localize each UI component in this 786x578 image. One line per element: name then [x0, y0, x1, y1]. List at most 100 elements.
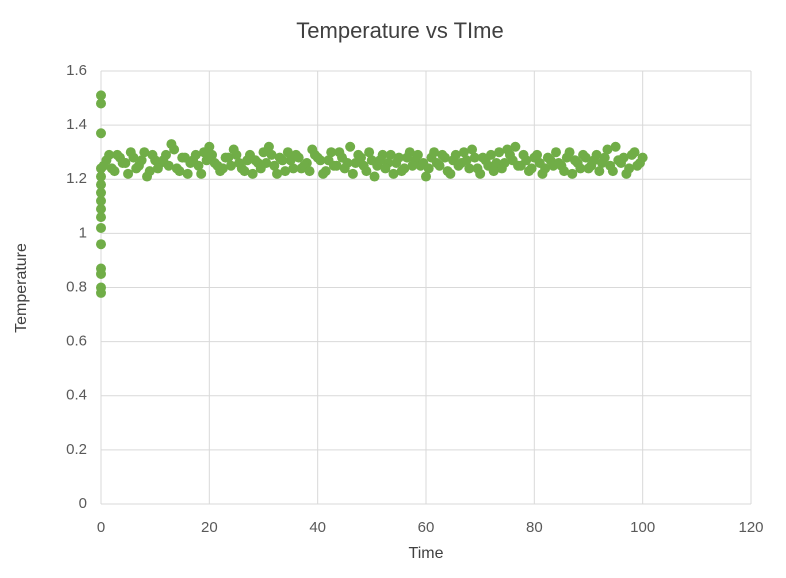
point	[423, 163, 434, 174]
point	[280, 166, 291, 177]
point	[331, 160, 342, 171]
point	[402, 152, 413, 163]
point	[109, 166, 120, 177]
point	[261, 158, 272, 169]
point	[634, 158, 645, 169]
point	[469, 152, 480, 163]
point	[96, 282, 106, 293]
point	[217, 163, 228, 174]
point	[226, 160, 236, 171]
point	[385, 149, 396, 160]
point	[494, 147, 505, 158]
point	[304, 166, 315, 177]
x-tick-label: 120	[738, 519, 763, 536]
point	[439, 152, 450, 163]
point	[434, 160, 445, 171]
x-tick-label: 20	[201, 519, 218, 536]
point	[610, 141, 621, 152]
point	[139, 147, 150, 158]
point	[266, 149, 277, 160]
point	[374, 155, 385, 166]
point	[464, 163, 475, 174]
y-axis-title: Temperature	[13, 243, 30, 333]
point	[288, 163, 299, 174]
point	[163, 160, 174, 171]
point	[602, 144, 613, 155]
point	[239, 166, 250, 177]
point	[169, 144, 180, 155]
point	[96, 98, 106, 109]
point	[504, 149, 515, 160]
point	[250, 155, 261, 166]
point	[196, 168, 207, 179]
point	[567, 168, 578, 179]
point	[388, 168, 399, 179]
point	[580, 152, 591, 163]
point	[123, 168, 134, 179]
point	[353, 149, 364, 160]
point	[364, 147, 375, 158]
point	[136, 155, 147, 166]
point	[575, 163, 586, 174]
x-tick-label: 40	[309, 519, 326, 536]
point	[96, 195, 106, 206]
point	[125, 147, 136, 158]
point	[315, 155, 326, 166]
point	[607, 166, 618, 177]
y-tick-label: 1	[79, 224, 87, 241]
point	[510, 141, 521, 152]
point	[461, 155, 472, 166]
point	[247, 168, 258, 179]
point	[467, 144, 478, 155]
point	[182, 168, 193, 179]
point	[96, 171, 106, 182]
point	[396, 166, 407, 177]
point	[282, 147, 293, 158]
point	[342, 158, 353, 169]
x-tick-label: 100	[630, 519, 655, 536]
x-axis-title: Time	[409, 545, 444, 562]
point	[559, 166, 570, 177]
point	[272, 168, 283, 179]
point	[263, 141, 274, 152]
point	[120, 158, 131, 169]
point	[369, 171, 380, 182]
x-tick-label: 80	[526, 519, 543, 536]
point	[488, 166, 499, 177]
point	[532, 149, 543, 160]
point	[269, 160, 280, 171]
x-tick-label: 0	[97, 519, 105, 536]
point	[96, 222, 106, 233]
y-tick-label: 0.8	[66, 278, 87, 295]
point	[190, 149, 201, 160]
point	[326, 147, 337, 158]
point	[207, 149, 218, 160]
point	[358, 160, 369, 171]
point	[185, 158, 196, 169]
point	[553, 158, 564, 169]
point	[320, 166, 331, 177]
point	[597, 158, 608, 169]
point	[391, 158, 402, 169]
point	[204, 141, 215, 152]
point	[445, 168, 456, 179]
point	[380, 163, 391, 174]
point	[345, 141, 356, 152]
point	[618, 152, 629, 163]
point	[223, 152, 234, 163]
point	[347, 168, 358, 179]
point	[472, 163, 483, 174]
point	[147, 149, 158, 160]
point	[96, 90, 106, 101]
point	[412, 149, 423, 160]
point	[104, 149, 115, 160]
point	[407, 160, 418, 171]
point	[96, 128, 106, 139]
point	[594, 166, 605, 177]
point	[629, 147, 640, 158]
point	[458, 147, 469, 158]
y-tick-label: 0.6	[66, 333, 87, 350]
point	[98, 160, 109, 171]
chart-title: Temperature vs TIme	[296, 18, 503, 43]
